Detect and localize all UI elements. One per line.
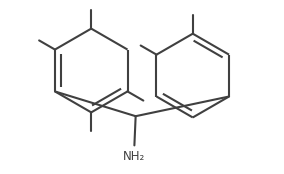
Text: NH₂: NH₂	[123, 150, 145, 163]
